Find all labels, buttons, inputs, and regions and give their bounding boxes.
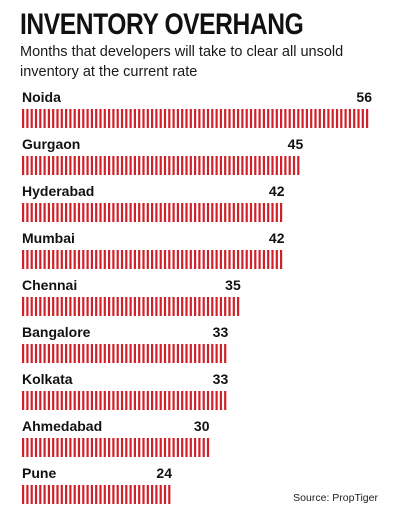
- category-label: Kolkata: [22, 371, 73, 387]
- category-label: Bangalore: [22, 324, 91, 340]
- category-label: Noida: [22, 89, 61, 105]
- value-label: 33: [213, 324, 229, 340]
- bar: [22, 344, 227, 363]
- bar-row-ahmedabad: Ahmedabad 30: [22, 418, 210, 457]
- bar: [22, 438, 210, 457]
- bar-row-hyderabad: Hyderabad 42: [22, 183, 285, 222]
- category-label: Hyderabad: [22, 183, 94, 199]
- chart-subtitle: Months that developers will take to clea…: [20, 44, 344, 80]
- source-note: Source: PropTiger: [293, 492, 378, 504]
- category-label: Chennai: [22, 277, 77, 293]
- bar-row-noida: Noida 56: [22, 89, 372, 128]
- value-label: 33: [213, 371, 229, 387]
- bar: [22, 297, 240, 316]
- bar: [22, 391, 227, 410]
- bar: [22, 156, 300, 175]
- bar: [22, 109, 369, 128]
- value-label: 35: [225, 277, 241, 293]
- value-label: 30: [194, 418, 210, 434]
- bar-row-mumbai: Mumbai 42: [22, 230, 285, 269]
- category-label: Ahmedabad: [22, 418, 102, 434]
- bar-row-gurgaon: Gurgaon 45: [22, 136, 303, 175]
- chart-title: INVENTORY OVERHANG: [20, 8, 304, 41]
- bar: [22, 203, 283, 222]
- bar: [22, 250, 283, 269]
- value-label: 45: [288, 136, 304, 152]
- value-label: 42: [269, 230, 285, 246]
- category-label: Mumbai: [22, 230, 75, 246]
- value-label: 42: [269, 183, 285, 199]
- value-label: 24: [156, 465, 172, 481]
- bar-row-chennai: Chennai 35: [22, 277, 241, 316]
- value-label: 56: [356, 89, 372, 105]
- category-label: Pune: [22, 465, 56, 481]
- bar-row-kolkata: Kolkata 33: [22, 371, 228, 410]
- bar: [22, 485, 171, 504]
- bar-row-bangalore: Bangalore 33: [22, 324, 228, 363]
- category-label: Gurgaon: [22, 136, 80, 152]
- bar-row-pune: Pune 24: [22, 465, 172, 504]
